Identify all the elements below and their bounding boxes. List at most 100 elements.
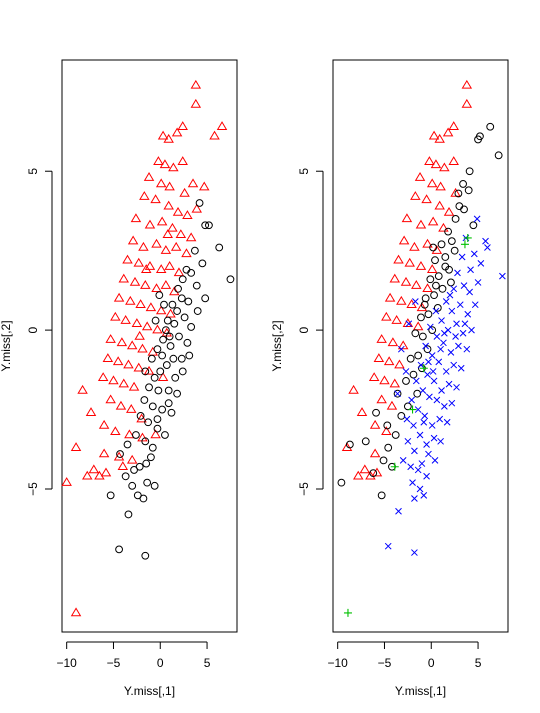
triangle-point [157,130,169,140]
triangle-point [359,464,371,474]
triangle-point [133,257,144,267]
triangle-point [190,79,202,89]
triangle-point [118,378,130,388]
triangle-point [421,194,432,204]
circle-point [106,491,115,500]
left-scatter-panel: −10 −5 0 5 −5 0 5 Y.miss[,1] Y.miss[,2] [0,59,238,698]
circle-point [432,281,440,290]
x-point [471,301,479,309]
x-point [411,549,418,556]
triangle-point [144,219,156,229]
triangle-point [409,241,420,251]
circle-point [441,262,450,271]
y-tick-label: −5 [297,482,311,496]
triangle-point [100,467,112,477]
x-point [433,333,441,340]
triangle-point [126,340,138,350]
circle-point [173,307,182,315]
circle-point [379,456,388,465]
triangle-point [151,283,162,293]
triangle-point [171,127,183,137]
circle-point [150,481,159,490]
triangle-point [163,133,174,143]
triangle-point [394,359,405,369]
triangle-point [209,130,220,140]
triangle-point [125,295,136,305]
triangle-point [159,159,171,169]
circle-point [151,316,160,325]
circle-point [148,443,157,452]
circle-point [182,265,191,274]
x-point [452,333,459,340]
triangle-point [102,353,114,362]
circle-point [369,469,378,478]
triangle-point [450,187,461,197]
x-point [473,215,481,223]
triangle-point [124,429,135,439]
circle-point [190,246,199,255]
triangle-point [442,127,454,137]
triangle-point [376,394,387,404]
y-axis-label: Y.miss[,2] [0,320,13,371]
triangle-point [190,98,202,108]
x-point [470,250,478,258]
circle-point [420,300,429,309]
circle-point [121,472,130,481]
circle-point [455,202,464,211]
triangle-point [426,178,438,188]
triangle-point [165,308,176,318]
circle-point [177,354,186,363]
right-scatter-panel: −10 −5 0 5 −5 0 5 Y.miss[,1] Y.miss[,2] [270,59,509,698]
x-point [409,479,416,486]
triangle-point [448,156,459,165]
triangle-point [145,302,157,312]
x-point [464,310,472,318]
circle-point [132,431,140,439]
x-axis-label: Y.miss[,1] [124,684,175,698]
x-point [422,342,430,350]
circle-point [402,377,410,385]
triangle-point [185,232,197,242]
y-axis-label: Y.miss[,2] [270,320,284,371]
circle-point [437,240,446,249]
x-point [432,307,440,315]
x-point [454,269,461,277]
x-point [445,380,453,388]
circle-point [438,284,447,293]
plus-point [343,608,352,617]
triangle-point [105,394,116,404]
x-point [417,361,425,369]
circle-point [180,313,189,322]
triangle-point [356,407,368,416]
x-point [438,317,445,324]
triangle-point [386,400,398,410]
x-point [435,358,443,366]
x-point [431,457,439,464]
circle-point [141,551,150,560]
circle-point [411,329,420,338]
triangle-point [88,464,100,474]
circle-point [156,367,165,376]
triangle-point [164,260,175,270]
circle-point [141,367,150,376]
x-point [468,326,475,334]
triangle-point [137,432,148,442]
triangle-point [108,375,119,385]
circle-point [159,335,167,344]
circle-point [345,440,354,449]
triangle-point [175,229,187,239]
circle-point [383,421,392,430]
x-point [448,307,456,315]
circle-point [403,402,412,411]
triangle-point [157,372,169,382]
circle-point [215,243,224,252]
x-point [384,542,392,550]
x-point [460,282,468,289]
circle-point [429,243,438,252]
triangle-point [410,191,421,200]
x-point [441,403,448,410]
triangle-point [341,442,353,451]
circle-point [158,405,167,414]
circle-point [150,373,159,382]
triangle-point [77,384,88,394]
